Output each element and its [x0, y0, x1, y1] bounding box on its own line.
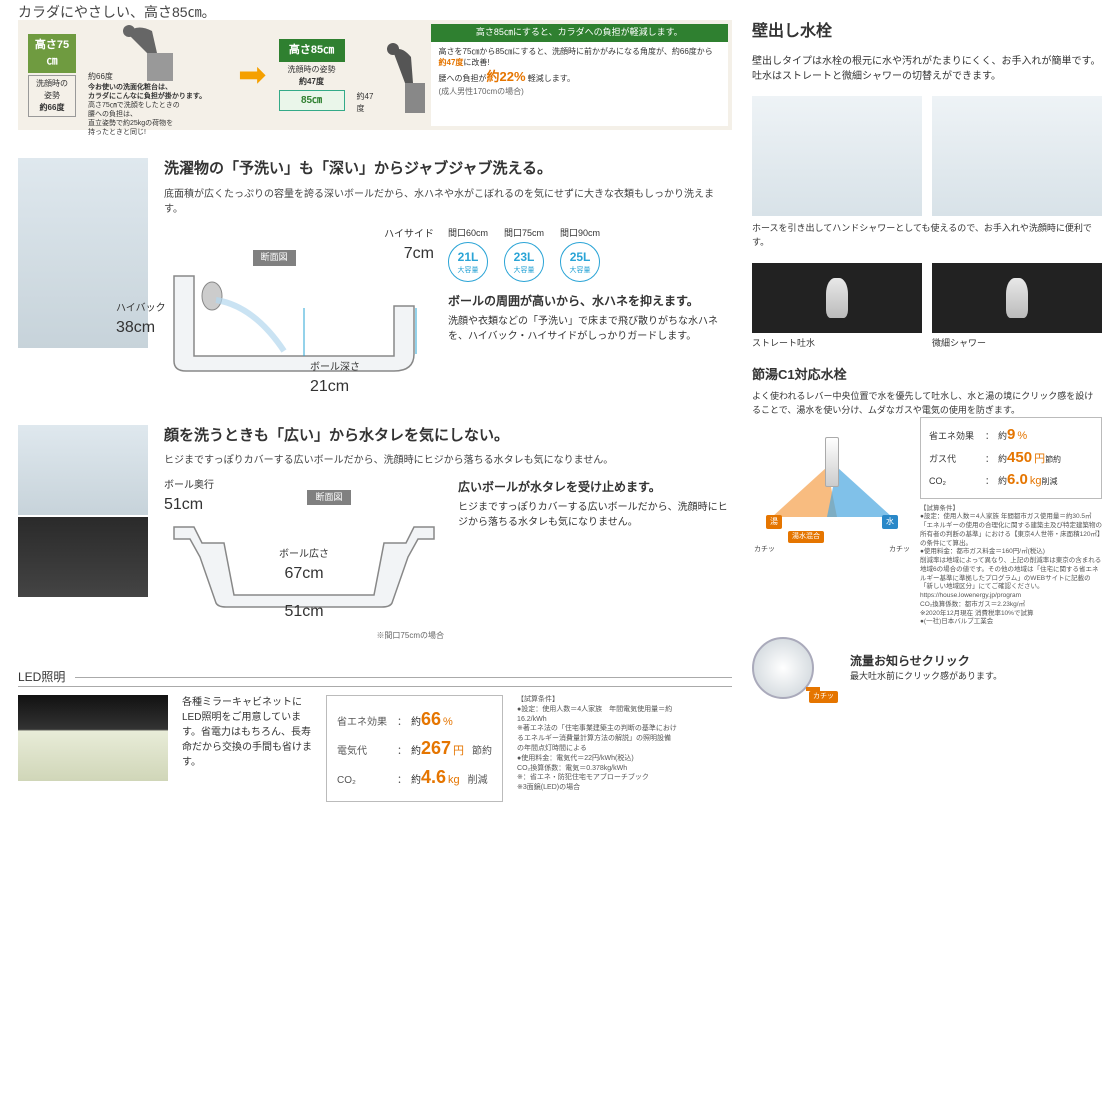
cross-label-2: 断面図: [307, 490, 350, 506]
flow-title: 流量お知らせクリック: [850, 652, 1002, 670]
flow-click-badge: カチッ: [809, 691, 838, 704]
cap-hd-0: 間口60cm: [448, 227, 488, 241]
sec2-h2: 広いボールが水タレを受け止めます。: [458, 478, 732, 496]
sec2-note: ※間口75cmの場合: [164, 630, 444, 642]
hot-label: 湯: [766, 515, 782, 529]
bowl-cross-1: [164, 266, 434, 376]
c1-desc: よく使われるレバー中央位置で水を優先して吐水し、水と湯の境にクリック感を設けるこ…: [752, 390, 1102, 417]
spray-fine-label: 微細シャワー: [932, 337, 1102, 351]
h75-badge: 高さ75㎝: [28, 34, 76, 73]
c1-title: 節湯C1対応水栓: [752, 365, 1102, 385]
led-header: LED照明: [18, 668, 75, 686]
sec1-body: 洗顔や衣類などの「予洗い」で床まで飛び散りがちな水ハネを、ハイバック・ハイサイド…: [448, 314, 732, 344]
arrow-icon: ➡: [232, 50, 273, 101]
sec1-sub: 底面積が広くたっぷりの容量を誇る深いボールだから、水ハネや水がこぼれるのを気にせ…: [164, 187, 732, 217]
cap-1: 23L大容量: [504, 242, 544, 282]
photo-face: [18, 425, 148, 515]
right-title: 壁出し水栓: [752, 20, 1102, 44]
sec2-sub: ヒジまですっぽりカバーする広いボールだから、洗顔時にヒジから落ちる水タレも気にな…: [164, 453, 732, 468]
photo-washing: [18, 158, 148, 348]
sec1-h2: ボールの周囲が高いから、水ハネを抑えます。: [448, 292, 732, 310]
badge-85: 85㎝: [279, 90, 345, 111]
mix-label: 湯水混合: [788, 531, 824, 544]
c1-infobox: 省エネ効果：約 9% ガス代：約 450円 節約 CO₂：約 6.0kg 削減: [920, 417, 1102, 499]
highside-dim: ハイサイド7cm: [384, 227, 434, 266]
sec1-title: 洗濯物の「予洗い」も「深い」からジャブジャブ洗える。: [164, 158, 732, 181]
spray-fine: [932, 263, 1102, 333]
h85-badge: 高さ85㎝: [279, 39, 345, 62]
lever-diagram: 湯 水 湯水混合 カチッ カチッ: [752, 427, 912, 557]
flow-click: カチッ 流量お知らせクリック 最大吐水前にクリック感があります。: [752, 637, 1102, 699]
flow-desc: 最大吐水前にクリック感があります。: [850, 670, 1002, 684]
right-caption: ホースを引き出してハンドシャワーとしても使えるので、お手入れや洗顔時に便利です。: [752, 222, 1102, 249]
figure-75: [117, 13, 177, 83]
faucet-photo-1: [752, 96, 922, 216]
led-infobox: 省エネ効果：約 66% 電気代：約 267円節約 CO₂：約 4.6kg削減: [326, 695, 503, 802]
cross-label-1: 断面図: [253, 250, 296, 266]
h75-sub: 洗顔時の姿勢約66度: [28, 75, 76, 117]
figure-85: [379, 35, 424, 115]
section-wide-bowl: 顔を洗うときも「広い」から水タレを気にしない。 ヒジまですっぽりカバーする広いボ…: [18, 425, 732, 643]
banner-title: カラダにやさしい、高さ85㎝。: [18, 2, 216, 23]
led-desc: 各種ミラーキャビネットにLED照明をご用意しています。省電力はもちろん、長寿命だ…: [182, 695, 312, 770]
capacity-row: 間口60cm21L大容量 間口75cm23L大容量 間口90cm25L大容量: [448, 227, 732, 283]
cap-2: 25L大容量: [560, 242, 600, 282]
photo-led: [18, 695, 168, 781]
sec2-title: 顔を洗うときも「広い」から水タレを気にしない。: [164, 425, 732, 448]
click-l: カチッ: [754, 545, 775, 556]
spray-straight-label: ストレート吐水: [752, 337, 922, 351]
sec2-inner-dim: 51cm: [164, 600, 444, 624]
banner-right-desc: 高さを75㎝から85㎝にすると、洗顔時に前かがみになる角度が、約66度から約47…: [431, 42, 729, 127]
green-banner: 高さ85㎝にすると、カラダへの負担が軽減します。: [431, 24, 729, 42]
h85-sub: 洗顔時の姿勢約47度: [279, 64, 345, 88]
height-banner: 高さ75㎝ 洗顔時の姿勢約66度 約66度 今お使いの洗面化粧台は、カラダにこん…: [18, 20, 732, 130]
angle66: 約66度: [88, 71, 113, 83]
photo-bowl-wide: [18, 517, 148, 597]
angle47: 約47度: [357, 91, 380, 115]
right-desc: 壁出しタイプは水栓の根元に水や汚れがたまりにくく、お手入れが簡単です。吐水はスト…: [752, 54, 1102, 84]
cold-label: 水: [882, 515, 898, 529]
sec2-depth-dim: ボール奥行51cm: [164, 478, 214, 517]
faucet-photo-2: [932, 96, 1102, 216]
led-section: LED照明 各種ミラーキャビネットにLED照明をご用意しています。省電力はもちろ…: [18, 668, 732, 802]
section-deep-bowl: 洗濯物の「予洗い」も「深い」からジャブジャブ洗える。 底面積が広くたっぷりの容量…: [18, 158, 732, 399]
cap-hd-2: 間口90cm: [560, 227, 600, 241]
cap-0: 21L大容量: [448, 242, 488, 282]
click-r: カチッ: [889, 545, 910, 556]
dial-icon: [752, 637, 814, 699]
h75-desc: 今お使いの洗面化粧台は、カラダにこんなに負担が掛かります。 高さ75㎝で洗顔をし…: [88, 83, 226, 138]
cap-hd-1: 間口75cm: [504, 227, 544, 241]
led-conds: 【試算条件】 ●設定：使用人数＝4人家族 年間電気使用量＝約16.2/kWh ※…: [517, 695, 677, 793]
sec2-body: ヒジまですっぽりカバーする広いボールだから、洗顔時にヒジから落ちる水タレも気にな…: [458, 500, 732, 530]
spray-straight: [752, 263, 922, 333]
c1-conds: 【試算条件】 ●設定：使用人数＝4人家族 年間都市ガス使用量＝約30.5㎥「エネ…: [920, 505, 1102, 628]
